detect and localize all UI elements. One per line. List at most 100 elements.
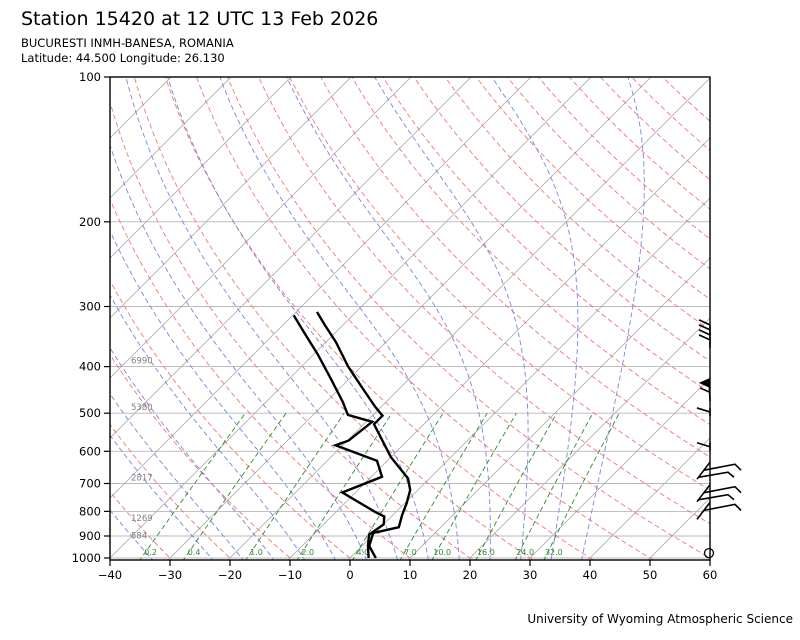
moist-adiabat-line	[167, 77, 429, 560]
temperature-tick-label: 60	[703, 568, 718, 582]
pressure-tick-label: 500	[79, 406, 101, 420]
mixing-ratio-label: 0.4	[188, 548, 201, 557]
dry-adiabat-line	[662, 77, 710, 122]
dry-adiabat-line	[320, 77, 710, 458]
wind-barb	[696, 407, 711, 416]
isotherm-line	[527, 377, 710, 560]
dry-adiabat-line	[164, 77, 594, 560]
moist-adiabat-line	[110, 229, 337, 560]
dry-adiabat-line	[444, 77, 710, 331]
wind-barb	[698, 378, 711, 401]
wind-barb	[703, 547, 715, 559]
height-label: 5380	[131, 403, 153, 413]
temperature-tick-label: 0	[346, 568, 353, 582]
temperature-tick-label: 20	[463, 568, 478, 582]
mixing-ratio-label: 0.2	[144, 548, 157, 557]
pressure-tick-label: 200	[79, 215, 101, 229]
mixing-ratio-line	[351, 412, 444, 560]
isotherm-line	[110, 77, 472, 439]
isotherm-line	[347, 197, 710, 560]
mixing-ratio-label: 16.0	[477, 548, 495, 557]
temperature-tick-label: −40	[98, 568, 122, 582]
mixing-ratio-label: 32.0	[545, 548, 563, 557]
page-title: Station 15420 at 12 UTC 13 Feb 2026	[21, 8, 379, 30]
height-label: 6990	[131, 357, 153, 367]
mixing-ratio-line	[514, 412, 594, 560]
dry-adiabat-line	[110, 100, 474, 560]
dry-adiabat-line	[195, 77, 655, 560]
isotherm-line	[287, 137, 710, 560]
isotherm-line	[227, 77, 710, 560]
moist-adiabat-line	[374, 77, 529, 560]
height-label: 1269	[131, 514, 153, 524]
moist-adiabat-line	[110, 509, 154, 560]
moist-adiabat-line	[110, 434, 214, 560]
mixing-ratio-line	[431, 412, 517, 560]
pressure-tick-label: 900	[79, 529, 101, 543]
temperature-tick-label: −20	[218, 568, 242, 582]
moist-adiabat-line	[110, 143, 368, 560]
wind-barb	[698, 319, 711, 348]
station-coordinates: Latitude: 44.500 Longitude: 26.130	[21, 51, 225, 65]
isotherm-line	[587, 437, 710, 560]
dry-adiabat-line	[110, 353, 293, 560]
temperature-tick-label: 40	[583, 568, 598, 582]
isotherm-line	[110, 77, 232, 199]
moist-adiabat-line	[110, 393, 244, 560]
dry-adiabat-line	[382, 77, 710, 394]
dry-adiabat-line	[413, 77, 710, 362]
temperature-tick-label: −30	[158, 568, 182, 582]
pressure-tick-label: 600	[79, 444, 101, 458]
mixing-ratio-line	[245, 412, 345, 560]
moist-adiabat-line	[110, 347, 275, 560]
isotherm-line	[647, 497, 710, 560]
dry-adiabat-line	[631, 77, 710, 151]
pressure-tick-label: 1000	[72, 551, 101, 565]
dry-adiabat-line	[351, 77, 710, 426]
mixing-ratio-label: 10.0	[433, 548, 451, 557]
isotherm-line	[167, 77, 652, 560]
moist-adiabat-line	[491, 77, 579, 560]
wind-barb	[696, 441, 711, 451]
isotherm-line	[110, 77, 592, 559]
moist-adiabat-line	[0, 77, 100, 568]
moist-adiabat-line	[286, 77, 491, 560]
pressure-tick-label: 100	[79, 70, 101, 84]
dry-adiabat-line	[133, 77, 534, 560]
dry-adiabat-line	[258, 77, 710, 525]
mixing-ratio-line	[543, 412, 620, 560]
dry-adiabat-line	[110, 279, 354, 560]
pressure-tick-label: 800	[79, 504, 101, 518]
mixing-ratio-line	[475, 412, 558, 560]
mixing-ratio-label: 24.0	[516, 548, 534, 557]
dry-adiabat-line	[475, 77, 710, 300]
dry-adiabat-line	[110, 491, 173, 560]
mixing-ratio-line	[399, 412, 488, 560]
mixing-ratio-line	[139, 412, 246, 560]
isotherm-line	[110, 77, 352, 319]
moist-adiabat-line	[581, 77, 645, 560]
pressure-tick-label: 700	[79, 476, 101, 490]
wind-barb	[696, 461, 742, 480]
temperature-tick-label: 30	[523, 568, 538, 582]
mixing-ratio-label: 4.0	[356, 548, 369, 557]
mixing-ratio-line	[296, 412, 393, 560]
moist-adiabat-line	[0, 77, 40, 568]
mixing-ratio-label: 1.0	[250, 548, 263, 557]
plot-area	[0, 77, 710, 568]
wind-barb	[696, 484, 742, 503]
moist-adiabat-line	[110, 294, 306, 560]
dry-adiabat-line	[289, 77, 710, 491]
isotherm-line	[707, 557, 710, 560]
wind-barb	[696, 501, 742, 520]
temperature-line	[315, 311, 412, 559]
attribution-text: University of Wyoming Atmospheric Scienc…	[527, 612, 793, 626]
isotherm-line	[110, 77, 532, 499]
isotherm-line	[110, 77, 292, 259]
temperature-tick-label: −10	[278, 568, 302, 582]
isotherm-line	[467, 317, 710, 560]
temperature-tick-label: 50	[643, 568, 658, 582]
dry-adiabat-line	[110, 423, 233, 560]
